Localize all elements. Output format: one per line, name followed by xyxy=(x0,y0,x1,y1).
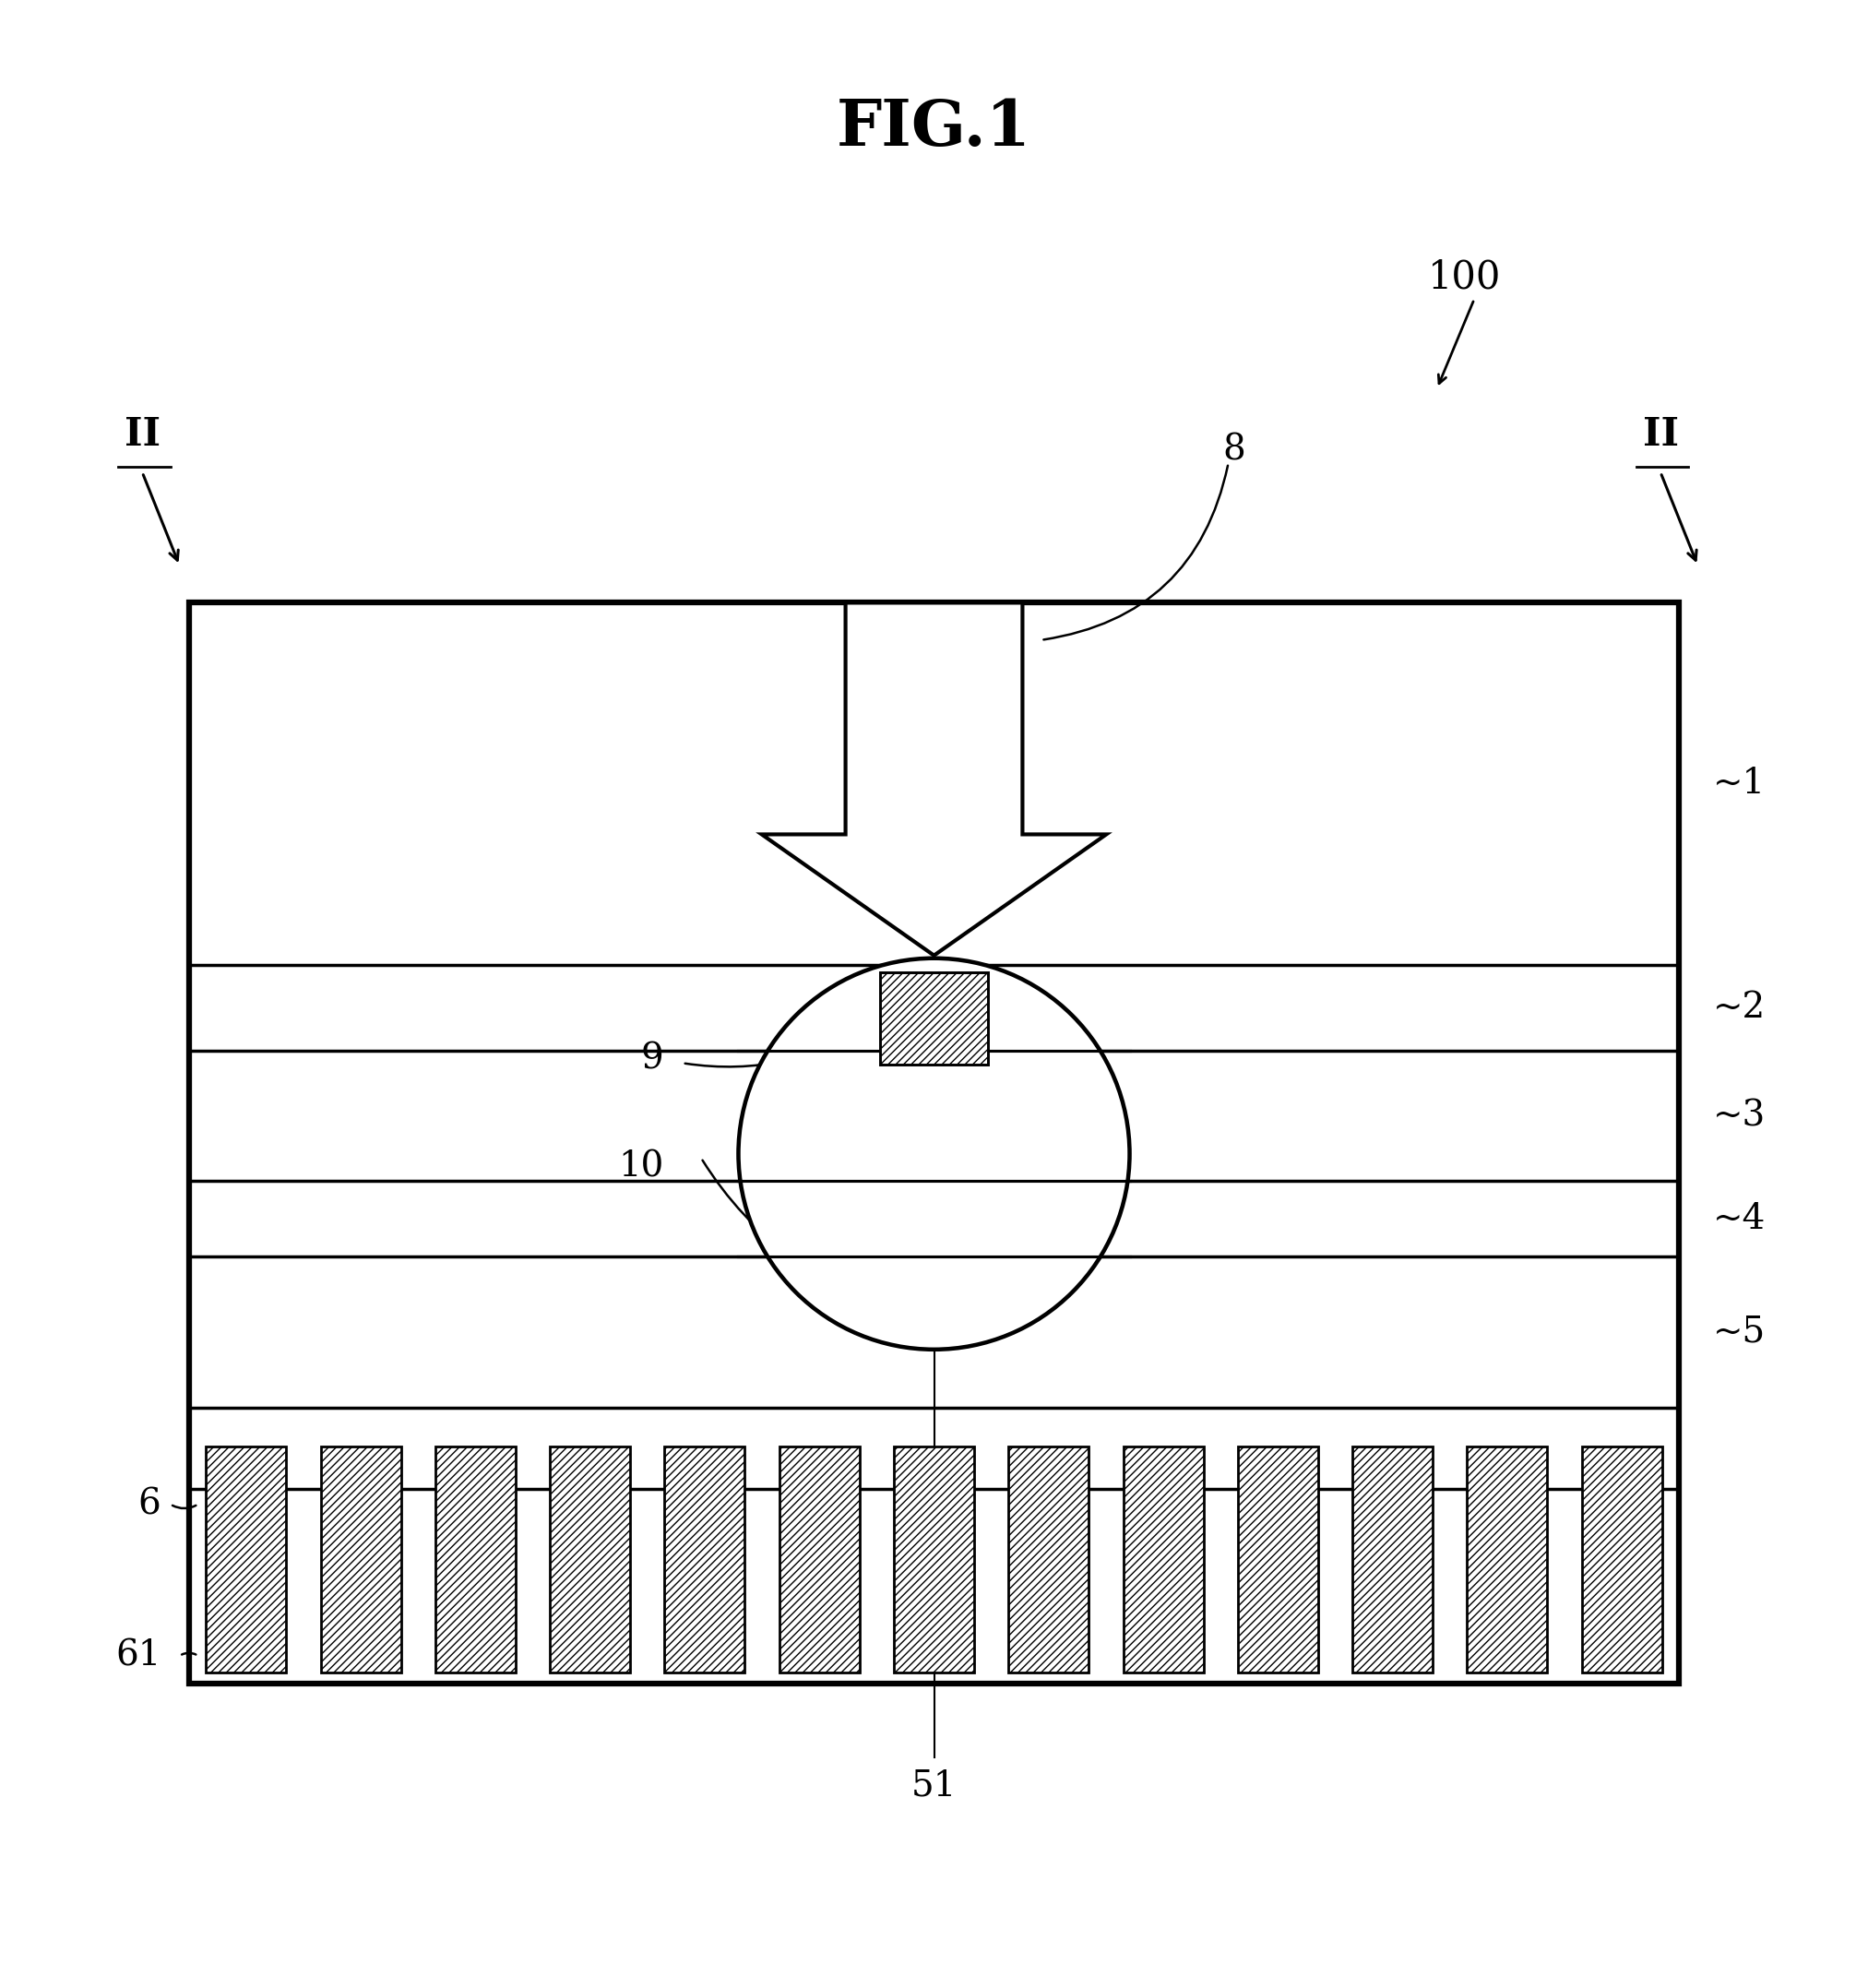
Bar xyxy=(880,1199,988,1268)
Text: ~5: ~5 xyxy=(1713,1314,1765,1350)
Bar xyxy=(779,1447,859,1672)
Text: FIG.1: FIG.1 xyxy=(837,97,1031,159)
Bar xyxy=(1466,1447,1547,1672)
Bar xyxy=(895,1447,973,1672)
Text: 6: 6 xyxy=(138,1487,161,1521)
Polygon shape xyxy=(762,602,1106,956)
Text: ~3: ~3 xyxy=(1713,1099,1765,1133)
Bar xyxy=(549,1447,630,1672)
Text: ~1: ~1 xyxy=(1713,767,1765,801)
Circle shape xyxy=(738,958,1130,1350)
Bar xyxy=(435,1447,516,1672)
Bar xyxy=(880,972,988,1064)
Bar xyxy=(1582,1447,1663,1672)
Text: 100: 100 xyxy=(1429,256,1502,296)
Text: 8: 8 xyxy=(1224,433,1246,467)
Bar xyxy=(665,1447,745,1672)
Bar xyxy=(1238,1447,1319,1672)
Text: 10: 10 xyxy=(618,1151,663,1185)
Text: II: II xyxy=(125,415,161,453)
Bar xyxy=(1352,1447,1433,1672)
Bar xyxy=(321,1447,402,1672)
Text: 9: 9 xyxy=(641,1042,663,1076)
Text: 61: 61 xyxy=(116,1638,161,1672)
Bar xyxy=(1123,1447,1203,1672)
Bar xyxy=(1009,1447,1089,1672)
Bar xyxy=(880,972,988,1064)
Text: II: II xyxy=(1642,415,1679,453)
Bar xyxy=(205,1447,286,1672)
Bar xyxy=(189,602,1679,1684)
Text: ~2: ~2 xyxy=(1713,990,1765,1026)
Text: ~4: ~4 xyxy=(1713,1201,1765,1237)
Text: 51: 51 xyxy=(912,1769,956,1803)
